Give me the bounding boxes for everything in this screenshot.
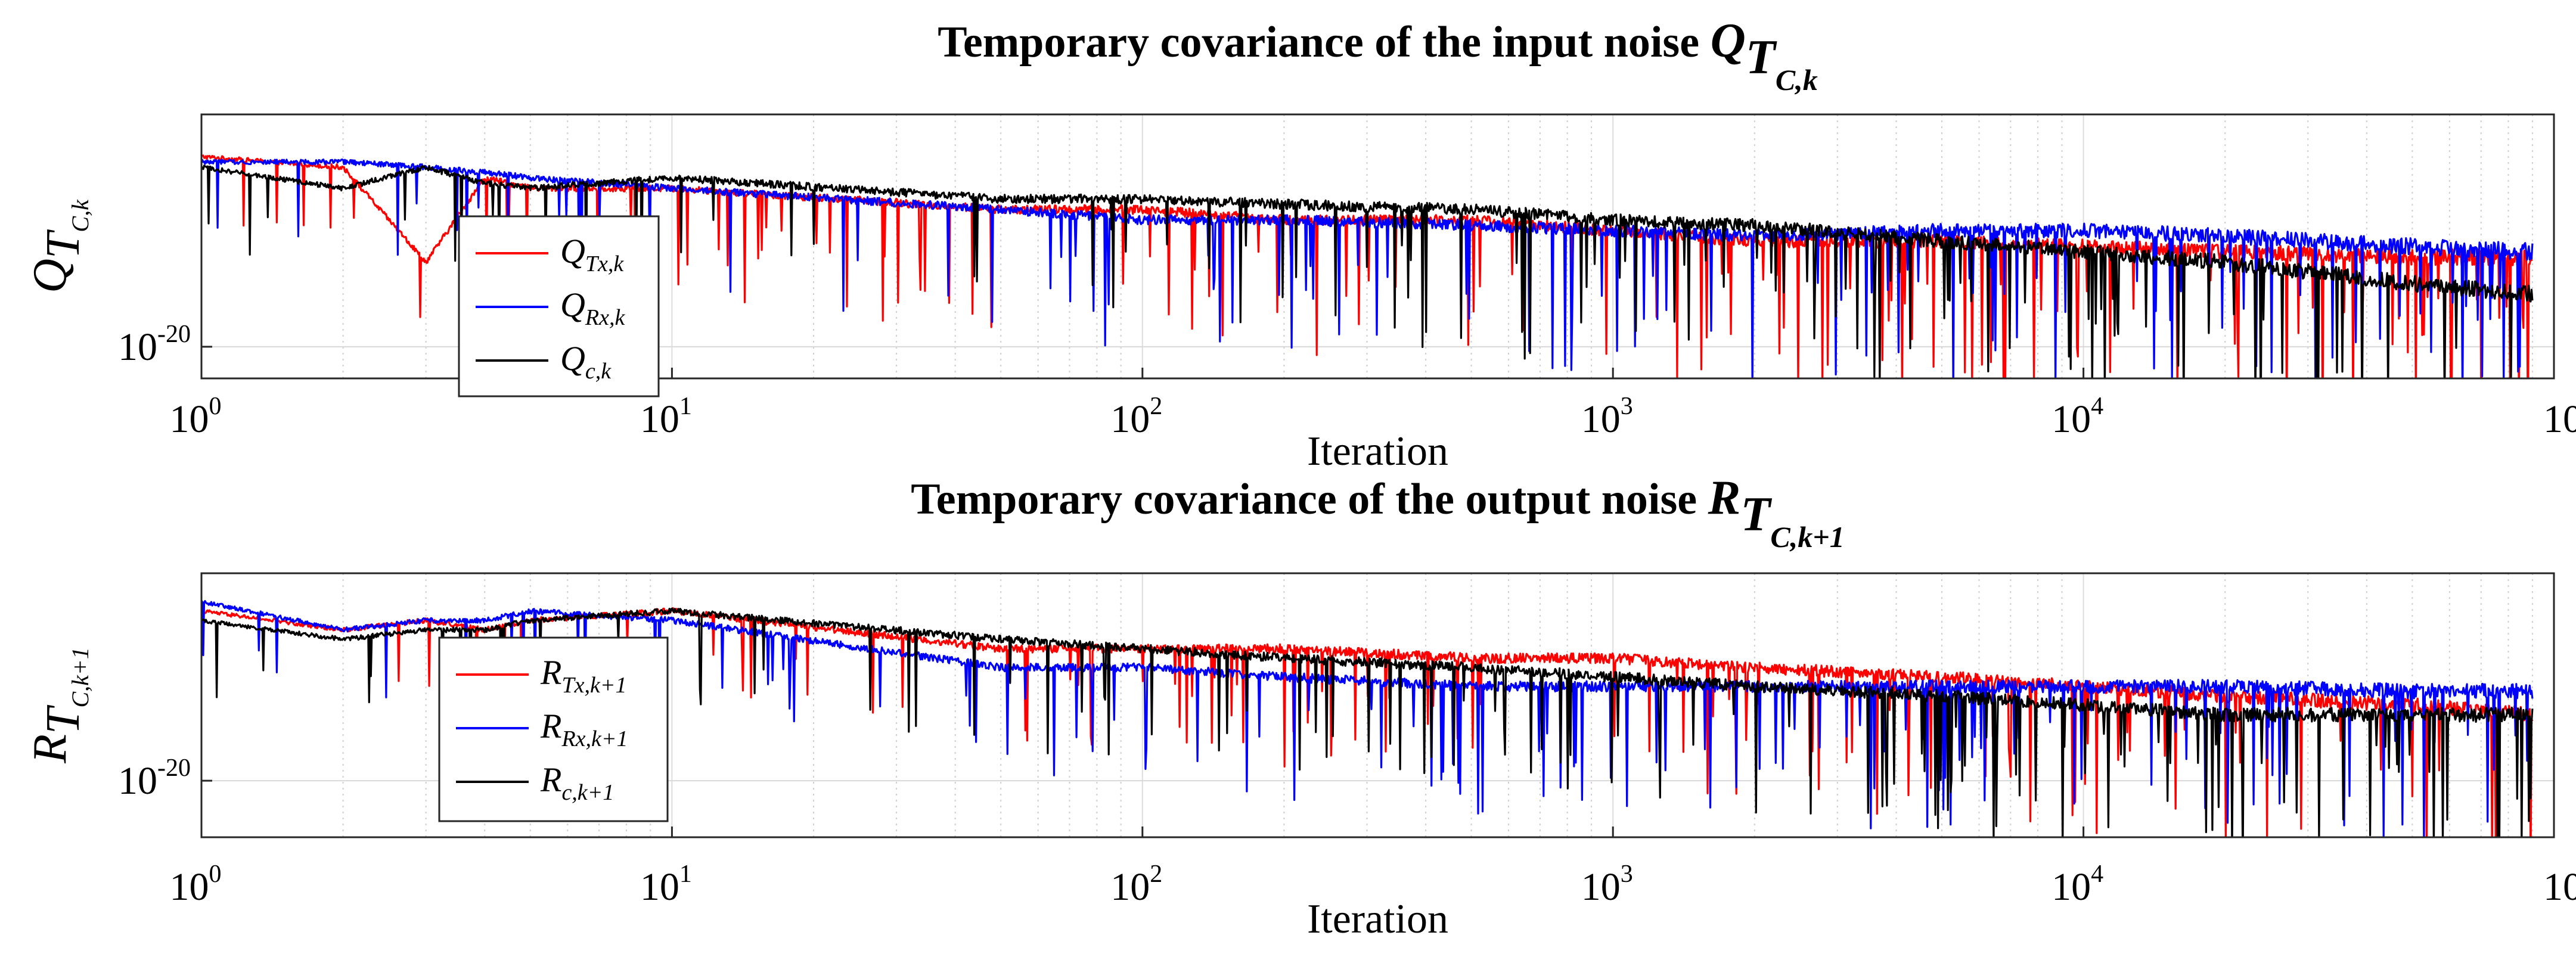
legend-label-q-c: Qc,k — [560, 339, 612, 384]
legend: QTx,k QRx,k Qc,k — [458, 215, 660, 397]
x-tick-label: 101 — [640, 393, 692, 441]
legend-label-r-rx: RRx,k+1 — [540, 707, 628, 751]
x-tick-label: 102 — [1110, 393, 1162, 441]
legend-label-q-tx: QTx,k — [560, 232, 624, 276]
series-line-q-c — [201, 164, 2534, 378]
x-tick-label: 101 — [640, 860, 692, 909]
plot-area — [201, 599, 2534, 837]
legend: RTx,k+1 RRx,k+1 Rc,k+1 — [438, 636, 669, 822]
chart-1: Temporary covariance of the input noise … — [24, 13, 2576, 474]
plot-area — [201, 154, 2534, 378]
x-tick-label: 104 — [2052, 860, 2103, 909]
x-axis-label: Iteration — [1307, 428, 1448, 474]
x-tick-label: 103 — [1581, 393, 1633, 441]
axes-box — [200, 113, 2555, 380]
x-tick-label: 100 — [170, 860, 222, 909]
chart-title: Temporary covariance of the input noise … — [938, 13, 1817, 97]
chart-2: Temporary covariance of the output noise… — [24, 470, 2576, 942]
x-tick-label: 104 — [2052, 393, 2103, 441]
legend-label-r-tx: RTx,k+1 — [540, 653, 626, 698]
series-line-r-c — [201, 607, 2534, 837]
y-tick-label: 10-20 — [118, 754, 191, 803]
x-tick-label: 102 — [1110, 860, 1162, 909]
x-tick-label: 103 — [1581, 860, 1633, 909]
x-tick-label: 10 — [2543, 397, 2576, 441]
series-line-r-rx — [201, 599, 2534, 837]
y-tick-label: 10-20 — [118, 321, 191, 369]
x-tick-label: 100 — [170, 393, 222, 441]
x-tick-label: 10 — [2543, 865, 2576, 909]
y-axis-label: QTC,k — [24, 199, 94, 293]
y-axis-label: RTC,k+1 — [24, 647, 94, 764]
x-axis-label: Iteration — [1307, 896, 1448, 942]
legend-label-r-c: Rc,k+1 — [540, 760, 614, 805]
chart-title: Temporary covariance of the output noise… — [911, 470, 1845, 554]
axes-box — [200, 572, 2555, 838]
legend-label-q-rx: QRx,k — [560, 285, 625, 330]
